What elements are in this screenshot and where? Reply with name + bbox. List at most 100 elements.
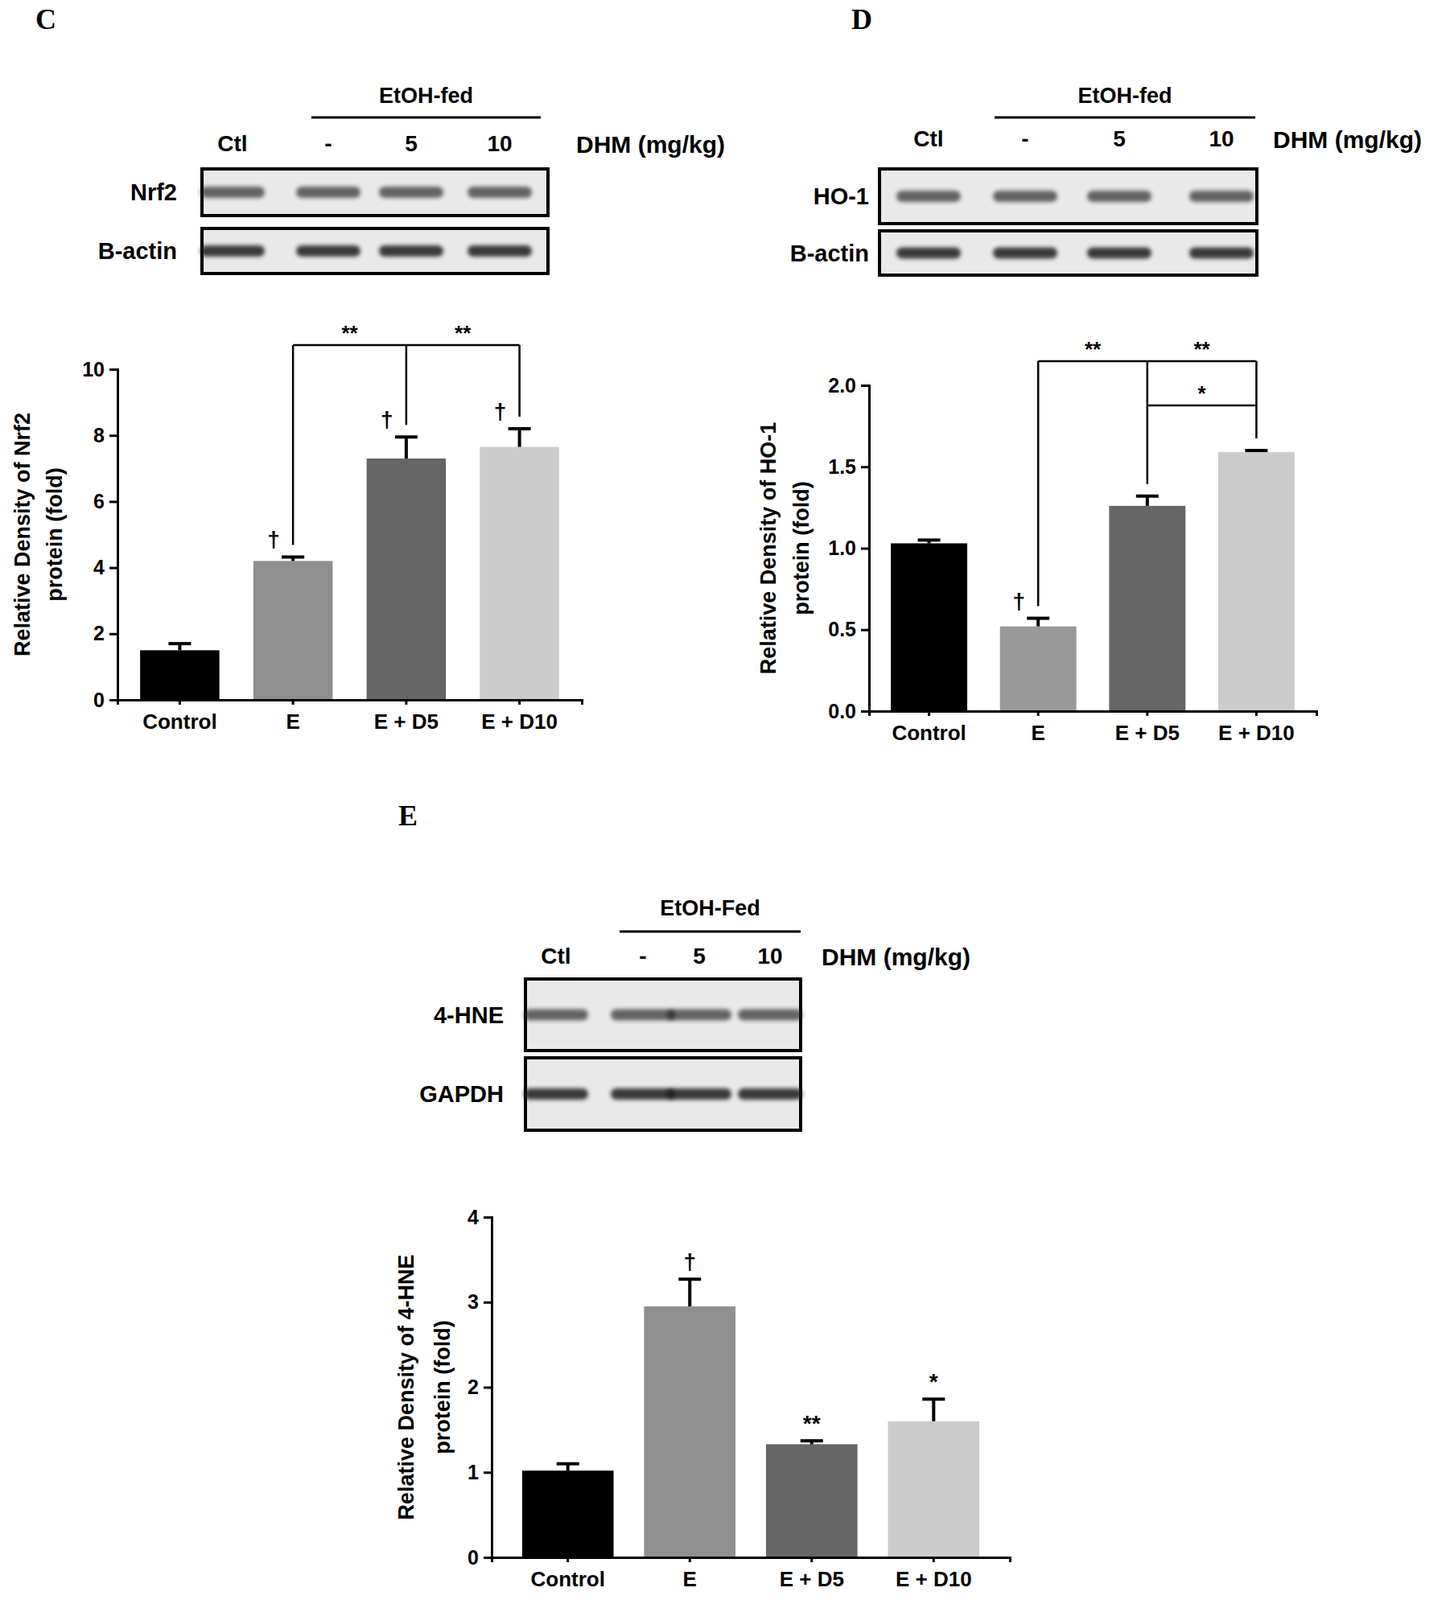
- background: [0, 0, 1450, 1600]
- bar: [887, 1421, 980, 1558]
- y-tick: 1.5: [827, 455, 870, 478]
- y-tick-mark: [860, 547, 870, 551]
- y-axis-title: protein (fold): [42, 467, 67, 602]
- y-tick: 0.5: [827, 617, 870, 641]
- y-tick-mark: [860, 465, 870, 469]
- blot-band: [737, 1009, 803, 1022]
- y-tick-label: 4: [93, 556, 105, 579]
- blot-band: [296, 245, 361, 257]
- x-tick-mark: [404, 700, 408, 705]
- blot-dose-label: DHM (mg/kg): [1272, 126, 1422, 153]
- y-tick-mark: [109, 368, 118, 371]
- error-bar-cap: [395, 435, 418, 439]
- x-tick-label: Control: [530, 1567, 605, 1592]
- significance-symbol: **: [803, 1411, 821, 1437]
- blot-lane-label: -: [324, 131, 332, 157]
- blot-box: [879, 230, 1257, 276]
- x-tick: E: [285, 700, 300, 734]
- x-tick: E + D5: [1115, 711, 1180, 746]
- y-axis: 0.00.51.01.52.0: [827, 374, 870, 723]
- bracket: ****: [292, 321, 520, 545]
- blot-row-label: B-actin: [790, 240, 870, 267]
- y-tick: 1: [467, 1461, 492, 1484]
- x-tick-label: E + D5: [779, 1567, 845, 1592]
- blot-group-label: EtOH-fed: [378, 83, 474, 108]
- annotations: *****†: [1012, 337, 1257, 614]
- blot-box: [879, 168, 1257, 224]
- significance-symbol: †: [494, 399, 507, 425]
- y-tick: 3: [467, 1290, 492, 1314]
- bracket-leg: [292, 345, 295, 545]
- bar: [253, 560, 334, 701]
- y-tick-label: 6: [93, 490, 105, 513]
- error-bar: [922, 1399, 945, 1422]
- bracket-label: *: [1198, 381, 1207, 406]
- x-tick: Control: [891, 711, 966, 746]
- y-tick-mark: [483, 1216, 492, 1220]
- x-tick: E: [1031, 711, 1046, 746]
- error-bar-cap: [168, 642, 191, 646]
- plot-marks: [140, 428, 560, 701]
- bar: [479, 447, 560, 701]
- y-tick: 1.0: [827, 536, 870, 560]
- x-tick-mark: [932, 1557, 936, 1563]
- blot-band: [1087, 247, 1152, 260]
- error-bar-stem: [404, 436, 408, 459]
- bracket-leg: [1255, 361, 1258, 406]
- x-tick-mark: [927, 711, 931, 717]
- y-axis-title: protein (fold): [430, 1320, 455, 1455]
- panel-label: E: [398, 799, 418, 833]
- y-axis-line: [109, 370, 119, 701]
- plot-marks: [522, 1279, 980, 1558]
- bar: [366, 458, 447, 701]
- error-bar-cap: [1244, 449, 1268, 453]
- bar: [643, 1306, 736, 1558]
- blot-group-line: [994, 116, 1256, 120]
- y-tick: 10: [82, 358, 118, 381]
- y-tick: 2: [467, 1375, 492, 1399]
- x-tick-mark: [178, 700, 182, 705]
- y-tick-mark: [109, 434, 118, 437]
- error-bar-stem: [931, 1399, 936, 1422]
- panel: EEtOH-FedCtl-510DHM (mg/kg)4-HNEGAPDH012…: [394, 799, 1010, 1592]
- bracket-leg: [1146, 361, 1150, 406]
- blot-band: [667, 1009, 732, 1022]
- x-tick: E: [683, 1557, 697, 1592]
- x-axis: ControlEE + D5E + D10: [118, 700, 583, 734]
- y-axis-line: [860, 386, 870, 713]
- x-tick-mark: [518, 700, 521, 705]
- blot-band: [896, 190, 961, 202]
- x-axis-line: [492, 1558, 1011, 1564]
- x-tick-mark: [810, 1557, 813, 1563]
- blot: EtOH-fedCtl-510DHM (mg/kg)Nrf2B-actin: [98, 83, 725, 274]
- x-tick-mark: [1037, 711, 1040, 717]
- significance-symbol: †: [380, 407, 394, 433]
- bracket-leg: [1255, 405, 1258, 439]
- y-tick-label: 2: [467, 1375, 479, 1399]
- y-tick: 6: [93, 490, 118, 513]
- bracket-label: **: [341, 321, 359, 346]
- bracket-leg: [1037, 361, 1040, 607]
- x-tick: E + D10: [1218, 711, 1295, 746]
- x-tick: E + D5: [779, 1557, 845, 1592]
- x-tick-label: E + D5: [374, 709, 439, 734]
- y-tick-label: 1.5: [827, 455, 857, 478]
- x-axis: Control E E + D5 E + D10: [492, 1557, 1011, 1592]
- blot-dose-label: DHM (mg/kg): [821, 943, 971, 971]
- significance-symbol: †: [683, 1249, 697, 1275]
- y-tick-label: 0: [467, 1546, 479, 1570]
- bar: [1218, 452, 1295, 712]
- error-bar: [168, 643, 191, 651]
- x-tick: E + D10: [895, 1557, 973, 1592]
- x-tick-mark: [1145, 711, 1149, 717]
- y-tick-label: 0.5: [827, 617, 857, 641]
- blot-band: [1189, 190, 1254, 202]
- x-tick-label: E: [285, 709, 300, 734]
- x-tick-label: E + D10: [481, 709, 558, 734]
- y-tick-label: 1: [467, 1461, 479, 1484]
- bracket-leg: [405, 345, 408, 425]
- y-axis-title: Relative Density of Nrf2: [10, 412, 35, 657]
- y-tick-label: 10: [82, 358, 105, 381]
- y-tick-label: 4: [467, 1206, 479, 1229]
- x-tick: E + D5: [374, 700, 439, 734]
